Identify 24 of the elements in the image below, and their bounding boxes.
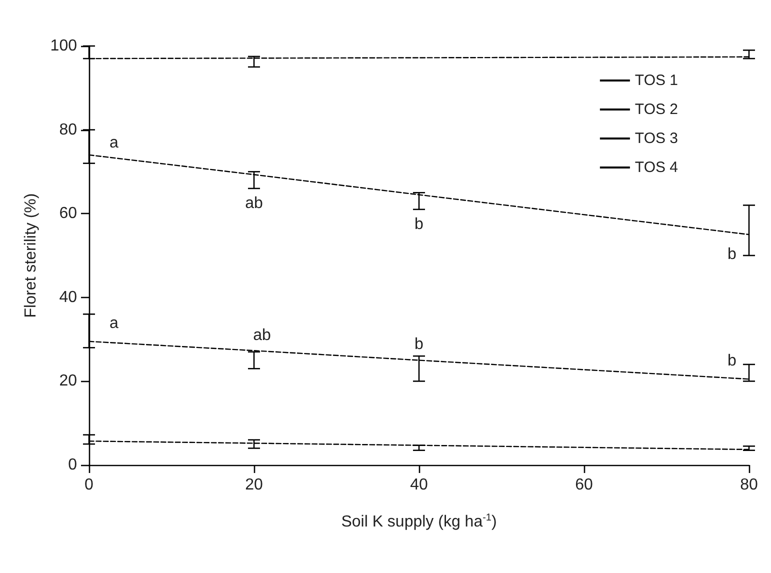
legend-label: TOS 3	[634, 130, 678, 147]
annotation: b	[728, 246, 737, 264]
y-tick-label: 60	[59, 205, 78, 222]
annotation: a	[110, 134, 119, 152]
y-tick-label: 80	[59, 121, 78, 138]
legend-label: TOS 2	[634, 101, 678, 118]
x-tick-label: 20	[245, 476, 263, 494]
x-tick-label: 0	[84, 476, 94, 494]
annotation: b	[414, 336, 424, 353]
annotation: ab	[245, 195, 263, 212]
x-tick-label: 80	[740, 476, 758, 494]
x-tick-label: 40	[410, 476, 428, 494]
y-tick-label: 40	[59, 288, 78, 306]
legend-label: TOS 4	[634, 159, 678, 176]
x-tick-label: 60	[575, 476, 593, 494]
annotation: b	[414, 216, 424, 234]
annotation: b	[728, 352, 737, 370]
y-axis-title: Floret sterility (%)	[22, 193, 40, 318]
y-tick-label: 100	[50, 38, 78, 54]
y-tick-label: 0	[68, 456, 78, 474]
annotation: ab	[253, 327, 271, 344]
annotation: a	[110, 314, 119, 332]
legend-label: TOS 1	[634, 72, 678, 89]
y-tick-label: 20	[59, 372, 78, 390]
